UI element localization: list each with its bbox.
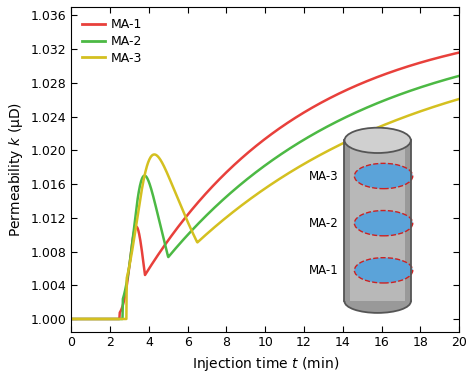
Line: MA-3: MA-3	[71, 99, 459, 319]
MA-1	[108, 317, 114, 321]
Line: MA-2: MA-2	[71, 76, 459, 319]
MA-1	[378, 73, 383, 78]
MA-2	[108, 317, 114, 321]
MA-1	[371, 76, 376, 81]
Legend: MA-1, MA-2, MA-3: MA-1, MA-2, MA-3	[77, 13, 147, 70]
MA-2	[378, 100, 383, 104]
Y-axis label: Permeability $k$ (μD): Permeability $k$ (μD)	[7, 102, 25, 237]
MA-1	[225, 168, 231, 173]
MA-1	[456, 50, 462, 55]
MA-3	[371, 127, 376, 131]
MA-2	[371, 103, 376, 107]
MA-3	[335, 144, 340, 148]
MA-1	[335, 92, 340, 97]
MA-2	[68, 317, 74, 321]
MA-1	[68, 317, 74, 321]
MA-2	[456, 74, 462, 78]
MA-3	[108, 317, 114, 321]
MA-3	[225, 214, 231, 218]
MA-3	[239, 203, 245, 207]
MA-3	[456, 97, 462, 101]
MA-2	[239, 181, 245, 185]
MA-3	[68, 317, 74, 321]
X-axis label: Injection time $t$ (min): Injection time $t$ (min)	[191, 355, 339, 373]
MA-1	[239, 155, 245, 160]
MA-3	[378, 124, 383, 129]
Line: MA-1: MA-1	[71, 52, 459, 319]
MA-2	[225, 193, 231, 198]
MA-2	[335, 119, 340, 124]
